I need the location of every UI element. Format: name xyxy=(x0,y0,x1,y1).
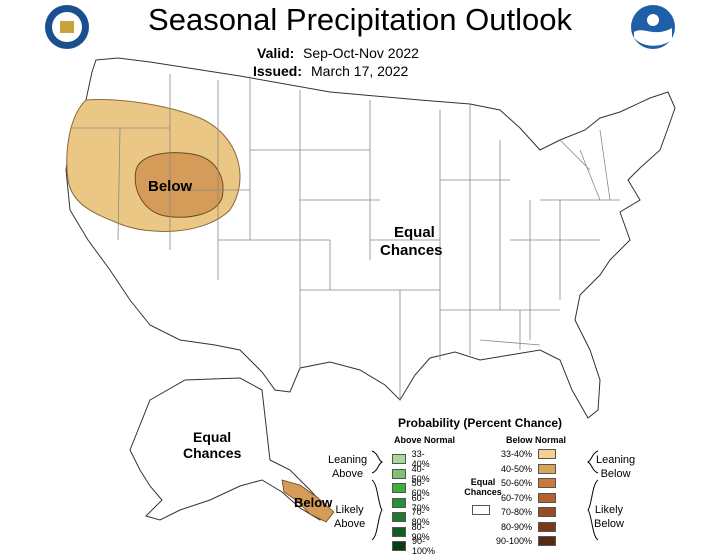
issued-value: March 17, 2022 xyxy=(311,63,409,79)
above-swatch xyxy=(392,483,406,493)
above-legend-row: 33-40% xyxy=(392,449,434,469)
above-range-label: 60-70% xyxy=(411,492,430,513)
likely-below-line2: Below xyxy=(594,518,624,530)
below-range-label: 50-60% xyxy=(500,478,532,488)
above-swatch xyxy=(392,541,406,551)
equal-chances-swatch xyxy=(472,505,490,515)
below-legend-row: 70-80% xyxy=(492,507,556,517)
below-swatch xyxy=(538,521,556,532)
equal-chances-line1: Equal xyxy=(470,477,496,487)
above-legend-row: 80-90% xyxy=(392,522,434,542)
likely-below-label: Likely Below xyxy=(594,503,624,531)
below-range-label: 60-70% xyxy=(500,492,532,503)
page-title: Seasonal Precipitation Outlook xyxy=(148,2,572,37)
brace-leaning-above xyxy=(371,450,384,474)
chances-map-label: Chances xyxy=(380,242,443,259)
above-range-label: 90-100% xyxy=(412,536,436,556)
likely-below-line1: Likely xyxy=(594,504,624,516)
doc-seal-icon xyxy=(44,4,90,55)
alaska-equal-label: Equal xyxy=(193,429,232,445)
above-swatch xyxy=(392,526,406,537)
equal-chances-legend-label: Equal Chances xyxy=(463,477,503,497)
legend-title: Probability (Percent Chance) xyxy=(398,416,563,430)
valid-value: Sep-Oct-Nov 2022 xyxy=(303,45,419,61)
below-swatch xyxy=(538,507,556,517)
likely-above-line2: Above xyxy=(334,518,366,530)
equal-chances-line2: Chances xyxy=(464,487,502,497)
below-range-label: 70-80% xyxy=(500,507,532,517)
brace-likely-above xyxy=(371,479,383,541)
above-swatch xyxy=(392,512,406,522)
below-swatch xyxy=(538,449,556,459)
below-legend-row: 60-70% xyxy=(492,492,556,503)
below-range-label: 40-50% xyxy=(500,463,532,474)
below-legend-row: 50-60% xyxy=(492,478,556,488)
leaning-above-line1: Leaning xyxy=(328,454,368,466)
below-range-label: 33-40% xyxy=(500,449,532,459)
below-swatch xyxy=(538,536,556,546)
above-swatch xyxy=(392,454,406,464)
alaska-outline xyxy=(129,377,331,521)
valid-label: Valid: xyxy=(257,45,295,61)
noaa-logo-icon xyxy=(630,4,676,55)
above-legend-row: 40-50% xyxy=(392,464,434,484)
above-swatch xyxy=(392,468,406,479)
brace-likely-below xyxy=(587,479,599,541)
legend: Probability (Percent Chance) Above Norma… xyxy=(328,413,635,556)
below-swatch xyxy=(538,478,556,488)
below-legend-row: 33-40% xyxy=(492,449,556,459)
below-map-label: Below xyxy=(148,178,193,195)
above-swatch xyxy=(392,497,406,508)
below-range-label: 90-100% xyxy=(495,536,532,546)
above-legend-row: 70-80% xyxy=(392,507,434,527)
legend-above-header: Above Normal xyxy=(394,435,456,445)
alaska-chances-label: Chances xyxy=(183,445,242,461)
leaning-above-label: Leaning Above xyxy=(328,453,367,481)
alaska-below-region xyxy=(281,479,335,523)
below-legend-row: 80-90% xyxy=(492,521,556,532)
below-swatch xyxy=(538,463,556,474)
brace-leaning-below xyxy=(586,450,599,474)
above-range-label: 40-50% xyxy=(411,463,430,484)
below-legend-row: 90-100% xyxy=(492,536,556,546)
above-range-label: 50-60% xyxy=(411,478,430,498)
likely-above-line1: Likely xyxy=(335,504,364,516)
below-range-label: 80-90% xyxy=(500,521,532,532)
legend-below-header: Below Normal xyxy=(506,435,567,445)
leaning-above-line2: Above xyxy=(331,468,364,480)
state-boundaries xyxy=(72,74,620,400)
leaning-below-label: Leaning Below xyxy=(596,453,635,481)
above-range-label: 80-90% xyxy=(411,521,430,542)
above-legend-row: 90-100% xyxy=(392,536,439,556)
likely-above-label: Likely Above xyxy=(334,503,365,531)
leaning-below-line1: Leaning xyxy=(596,454,636,466)
alaska-below-label: Below xyxy=(294,495,333,510)
above-legend-row: 60-70% xyxy=(392,493,434,513)
below-region xyxy=(134,152,224,218)
issued-label: Issued: xyxy=(253,63,303,79)
equal-map-label: Equal xyxy=(394,224,435,241)
above-range-label: 70-80% xyxy=(411,507,430,527)
above-range-label: 33-40% xyxy=(411,449,430,469)
below-swatch xyxy=(538,492,556,503)
above-legend-row: 50-60% xyxy=(392,478,434,498)
leaning-below-line2: Below xyxy=(600,468,631,480)
below-legend-row: 40-50% xyxy=(492,463,556,474)
